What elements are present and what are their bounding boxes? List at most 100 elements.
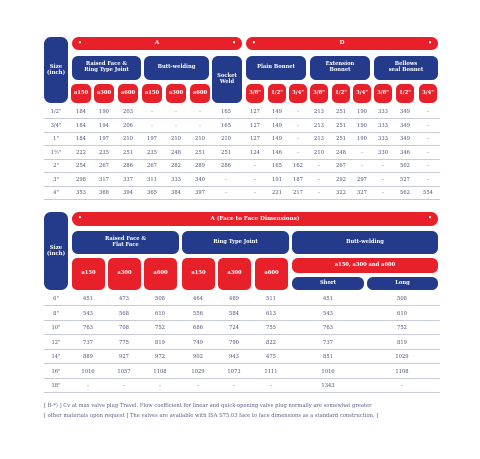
table-row [44, 294, 440, 306]
table-cell: 502 [400, 163, 410, 169]
table-cell: - [318, 190, 320, 196]
table-cell: 251 [336, 136, 346, 142]
size-header-1: Size (inch) [44, 37, 68, 103]
table-cell: 165 [221, 122, 231, 129]
row-size-label: 6" [53, 296, 59, 302]
table-cell: 165 [221, 109, 231, 115]
table-cell: - [361, 149, 363, 156]
table-cell: 1029 [395, 354, 409, 360]
table-cell: 267 [147, 163, 157, 169]
table-cell: 353 [76, 190, 86, 196]
table-cell: 475 [266, 354, 276, 360]
table-cell: 464 [193, 296, 203, 302]
bore-circle: 3/8" [246, 84, 264, 103]
table-cell: 248 [336, 149, 346, 156]
table-cell: 775 [119, 339, 129, 346]
table-cell: 1343 [321, 383, 335, 389]
table-cell: 210 [171, 136, 181, 142]
table-cell: 235 [99, 149, 109, 156]
table-cell: - [151, 109, 153, 115]
table-cell: 317 [99, 176, 109, 183]
butt-welding-classes: a150, a300 and a600 [292, 258, 438, 273]
table-cell: 146 [272, 149, 282, 156]
table-cell: 1057 [117, 368, 131, 375]
row-size-label: 3/4" [50, 122, 62, 129]
table-cell: 282 [171, 163, 181, 169]
table-cell: 972 [155, 354, 165, 360]
table-cell: 330 [378, 149, 388, 156]
table-cell: 190 [357, 109, 367, 115]
class-box-a300-rtj: a300 [218, 258, 251, 290]
table-cell: 527 [400, 176, 410, 183]
table-cell: - [297, 149, 299, 156]
table-row [44, 338, 440, 350]
header-ring-type-joint: Ring Type Joint [182, 231, 289, 254]
table-cell: 190 [357, 122, 367, 129]
table-row [44, 309, 440, 321]
table-cell: 322 [336, 190, 346, 196]
table-cell: 349 [400, 122, 410, 129]
table-cell: 251 [336, 109, 346, 115]
table-cell: - [199, 122, 201, 129]
table-row [44, 134, 440, 146]
table-row [44, 148, 440, 160]
table-cell: 217 [293, 190, 303, 196]
table-cell: 819 [155, 339, 165, 346]
table-row [44, 367, 440, 379]
row-size-label: 18" [51, 383, 61, 389]
class-circle-a300-bw: a300 [166, 84, 186, 103]
table-cell: 210 [195, 136, 205, 142]
table-cell: 149 [272, 109, 282, 115]
table-cell: 190 [99, 109, 109, 115]
table-cell: - [175, 122, 177, 129]
table-cell: 790 [229, 339, 239, 346]
header-long: Long [367, 277, 438, 290]
table-cell: 221 [272, 190, 282, 196]
table-cell: 184 [76, 122, 86, 129]
table-cell: 203 [123, 109, 133, 115]
table-cell: 763 [83, 325, 93, 331]
table-cell: 943 [229, 354, 239, 360]
table-row [44, 323, 440, 335]
table-cell: - [297, 136, 299, 142]
table-row [44, 161, 440, 173]
table-cell: 708 [119, 325, 129, 331]
table-cell: 686 [193, 325, 203, 331]
table-cell: 568 [119, 310, 129, 317]
bore-circle: 1/2" [268, 84, 286, 103]
table-cell: 213 [314, 122, 324, 129]
table-cell: 384 [171, 190, 181, 196]
class-box-a150-rf: a150 [72, 258, 105, 290]
table-cell: - [361, 163, 363, 169]
row-size-label: 10" [51, 325, 61, 331]
bar-bullet-right: • [232, 39, 236, 47]
class-box-a150-rtj: a150 [182, 258, 215, 290]
table-cell: 248 [171, 149, 181, 156]
table-cell: 297 [357, 176, 367, 183]
table-cell: 197 [147, 136, 157, 142]
table-cell: - [297, 122, 299, 129]
table-cell: 127 [250, 122, 260, 129]
table-cell: 292 [336, 176, 346, 183]
table-cell: - [225, 190, 227, 196]
table-cell: 333 [378, 109, 388, 115]
table-cell: 184 [76, 136, 86, 142]
table-cell: 543 [323, 310, 333, 317]
table-cell: 194 [99, 122, 109, 129]
table-cell: 554 [423, 190, 433, 196]
table-cell: - [297, 109, 299, 115]
table-cell: 251 [195, 149, 205, 156]
bore-circle: 1/2" [396, 84, 414, 103]
header-bellows-seal-bonnet: Bellows seal Bonnet [374, 56, 438, 80]
bar-bullet-right: • [428, 39, 432, 47]
table-row [44, 121, 440, 133]
table-cell: 1108 [153, 368, 167, 375]
bore-circle: 3/4" [353, 84, 371, 103]
table-cell: 851 [323, 354, 333, 360]
table-cell: 286 [123, 163, 133, 169]
row-size-label: 1½" [50, 149, 62, 156]
table-cell: 737 [83, 339, 93, 346]
table-cell: - [401, 383, 403, 389]
table-cell: 1016 [81, 368, 95, 375]
row-size-label: 3" [53, 176, 59, 183]
